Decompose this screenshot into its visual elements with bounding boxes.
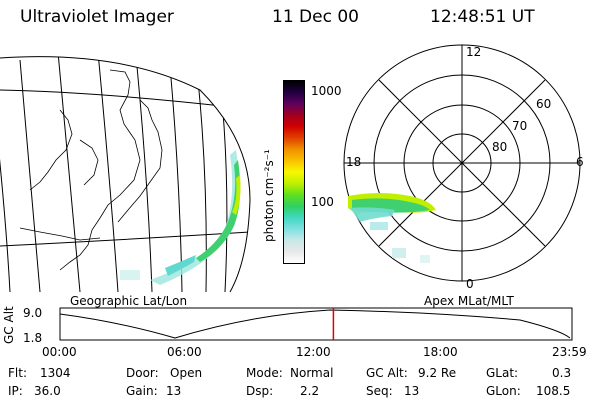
glat-label: GLat: (486, 366, 519, 380)
mlt-label-18: 18 (346, 155, 362, 169)
map-grid (0, 56, 250, 292)
glat-value: 0.3 (552, 366, 572, 380)
colorbar-tick-1000: 1000 (311, 84, 342, 98)
glon-value: 108.5 (536, 384, 571, 398)
orbit-xtick-2359: 23:59 (552, 345, 587, 359)
colorbar-tick-100: 100 (311, 195, 334, 209)
glon-label: GLon: (486, 384, 521, 398)
ip-label: IP: (8, 384, 23, 398)
instrument-title: Ultraviolet Imager (20, 7, 174, 27)
dsp-value: 2.2 (300, 384, 320, 398)
seq-value: 13 (404, 384, 420, 398)
gain-value: 13 (166, 384, 182, 398)
orbit-xtick-0000: 00:00 (42, 345, 77, 359)
time-label: 12:48:51 UT (430, 7, 535, 27)
gcalt-value: 9.2 Re (418, 366, 457, 380)
lat-label-80: 80 (492, 140, 508, 154)
orbit-ytick-high: 9.0 (23, 306, 43, 320)
colorbar-gradient (284, 81, 304, 263)
polar-rings (343, 44, 581, 282)
orbit-xtick-1200: 12:00 (296, 345, 331, 359)
geographic-label: Geographic Lat/Lon (70, 294, 188, 308)
ip-value: 36.0 (34, 384, 61, 398)
mlt-label-6: 6 (576, 155, 584, 169)
mode-value: Normal (290, 366, 334, 380)
polar-aurora (348, 193, 436, 263)
gcalt-label: GC Alt: (366, 366, 408, 380)
orbit-ytick-low: 1.8 (23, 331, 43, 345)
flt-value: 1304 (40, 366, 71, 380)
lat-label-60: 60 (536, 97, 552, 111)
door-label: Door: (126, 366, 159, 380)
mlt-label-12: 12 (466, 45, 482, 59)
mode-label: Mode: (246, 366, 283, 380)
flt-label: Flt: (8, 366, 27, 380)
apex-label: Apex MLat/MLT (424, 294, 514, 308)
lat-label-70: 70 (512, 119, 528, 133)
seq-label: Seq: (366, 384, 393, 398)
date-label: 11 Dec 00 (272, 7, 359, 27)
colorbar (283, 80, 305, 264)
door-value: Open (170, 366, 203, 380)
gain-label: Gain: (126, 384, 158, 398)
aurora-emission (120, 150, 241, 285)
dsp-label: Dsp: (246, 384, 274, 398)
mlt-label-0: 0 (466, 277, 474, 291)
orbit-xtick-1800: 18:00 (423, 345, 458, 359)
orbit-xtick-0600: 06:00 (167, 345, 202, 359)
